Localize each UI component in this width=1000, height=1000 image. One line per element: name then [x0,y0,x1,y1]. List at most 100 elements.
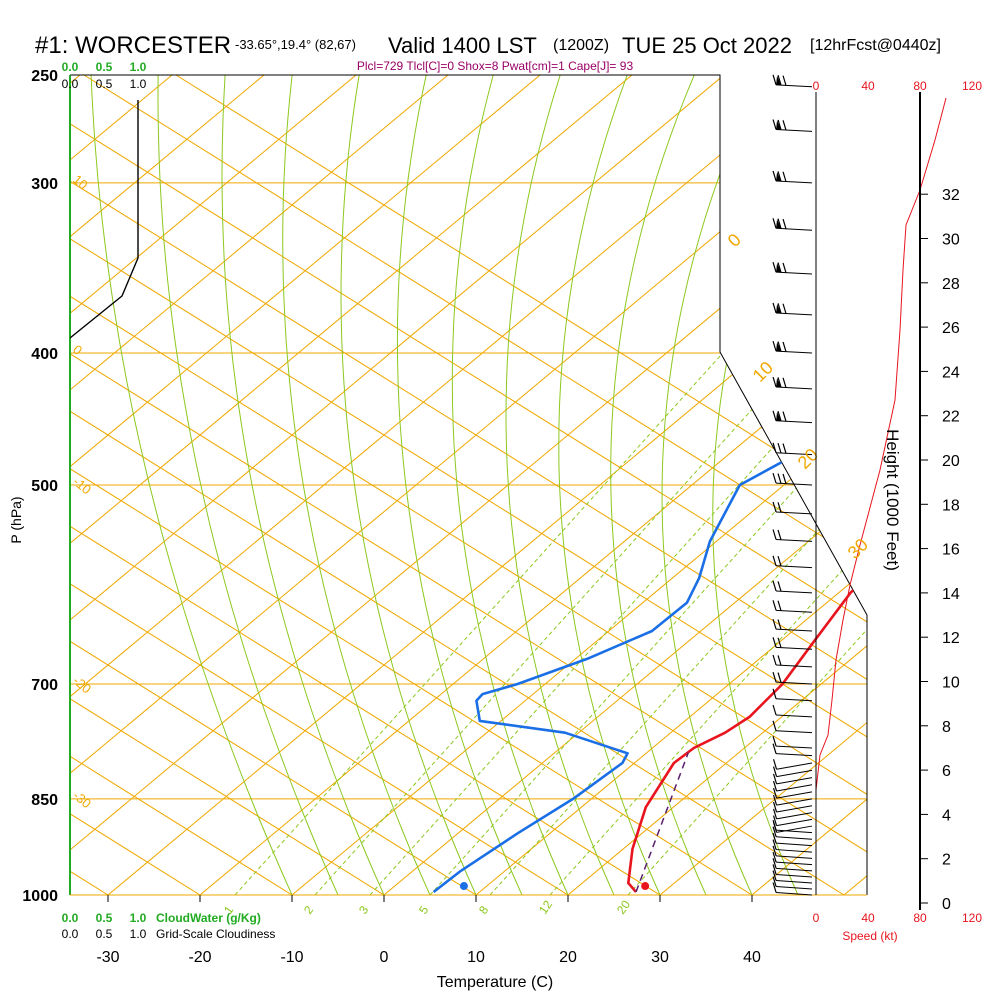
wind-barb-feather [772,845,777,857]
isotherm-label: -30 [70,788,94,812]
mixing-ratio-label: 8 [476,903,491,917]
height-tick-label: 18 [942,497,960,514]
wind-barb [772,442,813,456]
wind-barb-staff [776,84,813,88]
wind-barb-feather [772,864,777,875]
isotherm-line [659,75,867,895]
wind-barb-feather [782,341,787,353]
wind-speed-profile [815,97,947,895]
wind-barb [772,529,813,542]
height-tick-label: 20 [942,453,960,470]
wind-barb-staff [776,386,813,390]
speed-tick-bottom: 40 [861,911,875,925]
mixing-ratio-line [489,349,867,895]
wind-barb-staff [776,805,813,813]
chart-forecast: [12hrFcst@0440z] [810,37,941,54]
wind-barb [772,580,813,594]
wind-barb-feather [772,600,777,611]
wind-barb-feather [772,637,777,648]
wind-barb-pennant [776,303,782,313]
wind-barb-staff [776,836,813,840]
wind-barb-feather [772,794,778,806]
wind-barb-pennant [776,171,782,181]
dry-adiabat-label: 20 [794,445,822,473]
wind-barb-pennant [776,377,782,387]
dry-adiabat-line [70,75,867,895]
wind-barb-feather [772,801,778,813]
wind-barb [772,801,813,813]
moist-adiabat-line [90,75,293,895]
wind-barb-feather [772,442,777,453]
wind-barb-feather [777,600,782,611]
wind-barb-pennant [776,342,782,352]
wind-barb [772,780,813,792]
wind-barb [772,766,813,778]
wind-barb-staff [776,769,813,778]
height-tick-label: 10 [942,675,960,692]
wind-barb-feather [777,411,782,422]
height-tick-label: 14 [942,586,960,603]
wind-barb-feather [772,472,777,484]
height-tick-label: 2 [942,852,951,869]
isotherm-line [291,75,867,895]
wind-barb-feather [777,341,782,352]
wind-barb-feather [772,704,777,716]
height-tick-label: 8 [942,719,951,736]
wind-barb-feather [782,303,787,314]
wind-barb-feather [772,773,778,785]
wind-barb-feather [772,501,777,513]
wind-barb-staff [776,482,813,486]
dry-adiabat-line [0,75,16,895]
isotherm-line [70,75,449,895]
wind-barb [772,851,813,866]
wind-barb-staff [776,312,813,316]
wind-barb [772,618,813,632]
wind-barb-feather [772,870,777,881]
wind-barb [772,743,813,757]
wind-barb [772,218,813,231]
wind-barb-feather [772,766,778,777]
isotherm-line [70,75,817,895]
temperature-tick-label: 30 [651,949,669,966]
isotherm-label: -10 [70,474,94,498]
wind-barb [772,773,813,785]
cloudiness-tick-bottom: 1.0 [130,927,147,941]
wind-barb-staff [776,714,813,718]
wind-barb [772,815,813,827]
wind-barb-staff [776,452,813,456]
wind-barb [772,720,813,734]
wind-barb-staff [776,128,813,132]
wind-barb-feather [777,75,782,86]
moist-adiabat-line [396,75,523,895]
isotherm-line [107,75,867,895]
surface-temperature-dot [641,882,650,891]
wind-barb-staff [776,849,813,853]
chart-frame [69,74,868,896]
sounding-series [70,100,867,894]
isotherm-line [70,75,725,895]
cloudiness-tick-top: 0.5 [96,77,113,91]
wind-barb-staff [776,777,813,785]
dewpoint-trace [432,108,867,894]
wind-barb-feather [772,218,777,229]
height-tick-label: 30 [942,232,960,249]
wind-barb-staff [776,565,813,569]
cloudiness-tick-top: 0.0 [62,77,79,91]
wind-barb-feather [782,473,787,485]
wind-barb [772,787,813,799]
moist-adiabat-line [661,75,762,895]
speed-axis-label: Speed (kt) [842,929,897,943]
moist-adiabat-line [340,75,477,895]
wind-barb [772,302,813,316]
wind-barb-feather [772,302,777,314]
height-tick-label: 28 [942,276,960,293]
height-tick-label: 12 [942,630,960,647]
moist-adiabat-line [451,75,569,895]
wind-barb-feather [772,826,777,837]
wind-barb-staff [776,867,813,872]
wind-barb [772,119,813,132]
wind-barb [772,472,813,486]
wind-barb-feather [777,655,782,666]
mixing-ratio-line [234,349,726,895]
moist-adiabat-line [505,75,615,895]
